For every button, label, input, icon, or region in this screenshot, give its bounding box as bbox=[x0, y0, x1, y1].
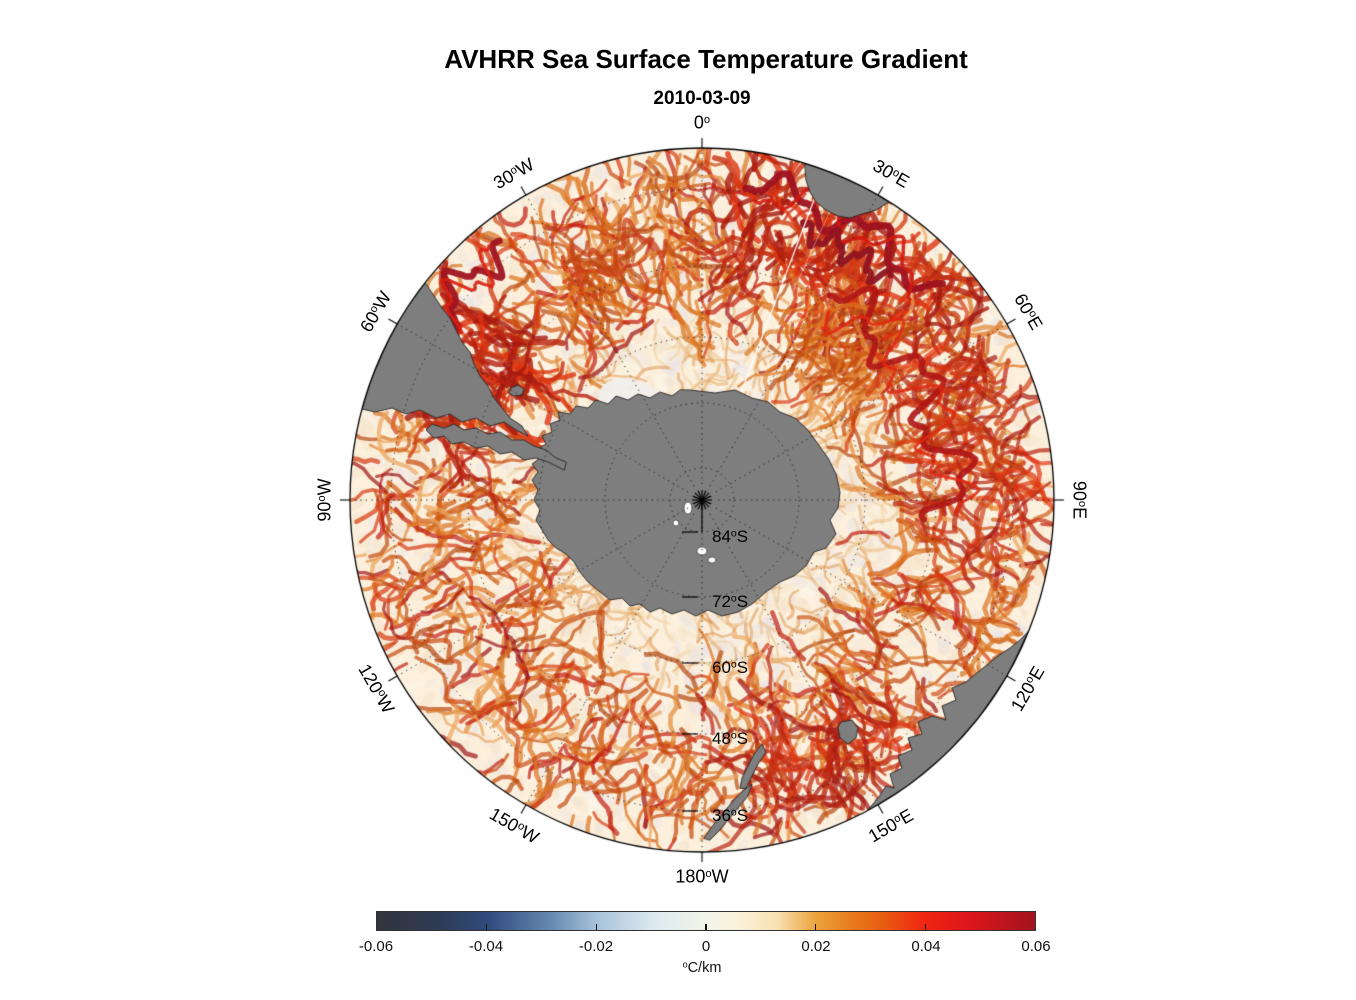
colorbar-tick bbox=[595, 924, 598, 930]
lon-label-0: 0o bbox=[693, 112, 711, 133]
colorbar-tick-label--0.06: -0.06 bbox=[358, 938, 394, 955]
lon-label-90W: 90oW bbox=[314, 478, 335, 522]
colorbar-tick-label--0.02: -0.02 bbox=[578, 938, 614, 955]
colorbar bbox=[376, 911, 1036, 931]
lat-label-72S: 72oS bbox=[712, 592, 749, 611]
figure-title: AVHRR Sea Surface Temperature Gradient bbox=[444, 44, 968, 74]
colorbar-tick-label--0.04: -0.04 bbox=[468, 938, 504, 955]
unit-text: C/km bbox=[687, 960, 722, 976]
lat-label-36S: 36oS bbox=[712, 806, 749, 825]
colorbar-tick bbox=[814, 924, 817, 930]
colorbar-tick bbox=[705, 924, 707, 930]
figure-subtitle: 2010-03-09 bbox=[653, 88, 751, 109]
lat-label-60S: 60oS bbox=[712, 658, 749, 677]
colorbar-tick bbox=[485, 924, 488, 930]
lat-label-48S: 48oS bbox=[712, 729, 749, 748]
lon-label-90E: 90oE bbox=[1069, 480, 1090, 520]
lat-label-84S: 84oS bbox=[712, 527, 749, 546]
colorbar-tick-label-0.06: 0.06 bbox=[1021, 938, 1051, 955]
colorbar-tick-label-0.02: 0.02 bbox=[801, 938, 831, 955]
colorbar-tick-label-0.04: 0.04 bbox=[911, 938, 941, 955]
colorbar-tick-label-0: 0 bbox=[701, 938, 711, 955]
colorbar-unit-label: oC/km bbox=[683, 960, 722, 976]
degree-symbol: o bbox=[682, 959, 688, 970]
lon-label-180W: 180oW bbox=[675, 866, 729, 887]
colorbar-tick bbox=[924, 924, 927, 930]
